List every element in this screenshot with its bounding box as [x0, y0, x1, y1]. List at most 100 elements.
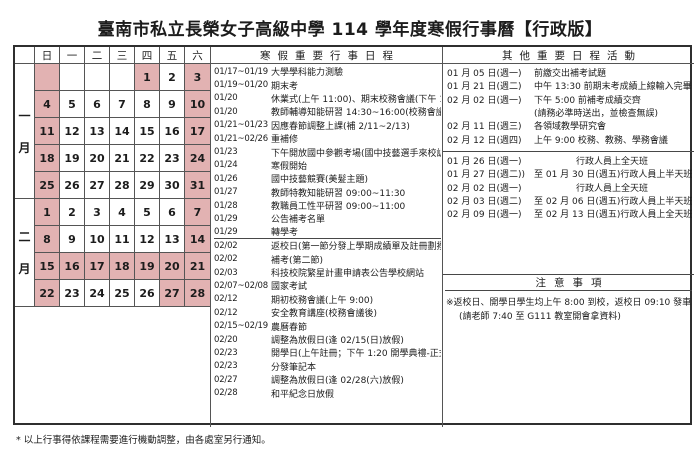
schedule-date: 02/20	[214, 334, 238, 345]
schedule-text: 調整為放假日(逢 02/15(日)放假)	[271, 336, 404, 346]
other-meetings-section: 01 月 05 日(週一) 前繳交出補考試題 01 月 21 日(週二) 中午 13:…	[447, 66, 692, 146]
weekday-header: 六	[185, 47, 210, 64]
schedule-text: 期末考	[271, 81, 299, 92]
schedule-row: 01/21~02/26 重補修	[214, 132, 441, 146]
day-cell: 2	[60, 199, 85, 226]
day-cell: 24	[185, 145, 210, 172]
schedule-text: 國家考試	[271, 282, 308, 293]
other-date: 02 月 11 日(週三)	[447, 122, 522, 133]
schedule-row: 01/28 教職員工性平研習 09:00~11:00	[214, 199, 441, 213]
day-cell: 12	[60, 118, 85, 145]
day-cell: 6	[85, 91, 110, 118]
day-cell	[85, 64, 110, 91]
other-meeting-row: 02 月 11 日(週三) 各領域教學研究會	[447, 119, 692, 132]
day-cell: 25	[110, 280, 135, 307]
other-meeting-row: (請務必準時送出，並檢查無誤)	[447, 106, 692, 119]
day-cell: 1	[135, 64, 160, 91]
other-text: 上午 9:00 校務、教務、學務會議	[534, 135, 668, 146]
schedule-text: 因應春節調整上課(補 2/11~2/13)	[271, 121, 410, 132]
schedule-date: 01/21~01/23	[214, 120, 268, 131]
day-cell: 21	[110, 145, 135, 172]
schedule-text: 期初校務會議(上午 9:00)	[271, 295, 374, 306]
day-cell: 19	[135, 253, 160, 280]
admin-duty-row: 01 月 27 日(週二)) 至 01 月 30 日(週五)行政人員上半天班	[447, 167, 692, 180]
day-cell: 2	[160, 64, 185, 91]
month-label-char: 月	[18, 262, 31, 276]
schedule-row: 02/28 和平紀念日放假	[214, 386, 441, 400]
schedule-text: 調整為放假日(逢 02/28(六)放假)	[271, 376, 404, 387]
other-column-header: 其他重要日程活動	[443, 47, 694, 64]
schedule-date: 02/28	[214, 388, 238, 399]
schedule-text: 休業式(上午 11:00)、期末校務會議(下午 1:30)	[271, 94, 441, 105]
day-cell: 14	[185, 226, 210, 253]
admin-text: 行政人員上全天班	[575, 157, 648, 168]
schedule-date: 01/20	[214, 93, 238, 104]
weekday-header: 三	[110, 47, 135, 64]
schedule-date: 01/19~01/20	[214, 80, 268, 91]
schedule-date: 02/02	[214, 240, 238, 251]
footnote: * 以上行事得依課程需要進行機動調整，由各處室另行通知。	[16, 435, 271, 446]
schedule-row: 02/12 安全教育講座(校務會議後)	[214, 306, 441, 320]
schedule-text: 教職員工性平研習 09:00~11:00	[271, 202, 406, 213]
day-cell: 3	[85, 199, 110, 226]
admin-duty-row: 02 月 02 日(週一) 行政人員上全天班	[447, 181, 692, 194]
other-meeting-row: 01 月 21 日(週二) 中午 13:30 前期末考成績上線輸入完畢	[447, 79, 692, 92]
schedule-row: 01/29 轉學考	[214, 226, 441, 240]
day-cell: 12	[135, 226, 160, 253]
day-cell	[60, 64, 85, 91]
schedule-text: 農曆春節	[271, 322, 308, 333]
other-meeting-row: 02 月 12 日(週四) 上午 9:00 校務、教務、學務會議	[447, 132, 692, 146]
day-cell: 4	[110, 199, 135, 226]
day-cell: 10	[185, 91, 210, 118]
schedule-row: 01/26 國中技藝競賽(美髮主題)	[214, 172, 441, 186]
day-cell: 23	[60, 280, 85, 307]
day-cell: 9	[60, 226, 85, 253]
schedule-date: 01/21~02/26	[214, 133, 268, 144]
day-cell: 16	[160, 118, 185, 145]
schedule-row: 02/02 返校日(第一節分發上學期成績單及註冊劃撥單)	[214, 239, 441, 253]
day-cell: 29	[135, 172, 160, 199]
schedule-text: 國中技藝競賽(美髮主題)	[271, 175, 369, 186]
day-cell: 4	[35, 91, 60, 118]
schedule-column: 寒假重要行事日程 01/17~01/19 大學學科能力測驗 01/19~01/20 期…	[210, 47, 442, 427]
other-date: 02 月 02 日(週一)	[447, 95, 522, 106]
day-cell	[110, 64, 135, 91]
day-cell: 17	[185, 118, 210, 145]
weekday-row: 日一二三四五六	[35, 47, 210, 64]
schedule-date: 02/23	[214, 347, 238, 358]
schedule-row: 02/03 科技校院繁星計畫申請表公告學校網站	[214, 266, 441, 280]
calendar-board: 日一二三四五六 一月 1 2 3 4 5 6 7 8 9 10 11 12 13 14 15 16 17 18 19…	[13, 45, 694, 427]
schedule-row: 02/15~02/19 農曆春節	[214, 319, 441, 333]
schedule-text: 教師特教知能研習 09:00~11:30	[271, 188, 406, 199]
schedule-text: 公告補考名單	[271, 215, 326, 226]
admin-date: 02 月 03 日(週二)	[447, 197, 522, 208]
other-text: 下午 5:00 前補考成績交齊	[534, 95, 641, 106]
day-cell	[35, 64, 60, 91]
day-cell: 19	[60, 145, 85, 172]
day-cell: 11	[110, 226, 135, 253]
admin-text: 至 02 月 06 日(週五)行政人員上半天班	[534, 197, 692, 208]
day-cell: 15	[135, 118, 160, 145]
day-cell: 25	[35, 172, 60, 199]
schedule-text: 返校日(第一節分發上學期成績單及註冊劃撥單)	[271, 242, 441, 253]
notice-line: (請老師 7:40 至 G111 教室開會拿資料)	[459, 311, 621, 322]
schedule-rows: 01/17~01/19 大學學科能力測驗 01/19~01/20 期末考 01/20 休業…	[214, 65, 441, 400]
schedule-date: 02/12	[214, 307, 238, 318]
schedule-row: 01/23 下午開放國中參觀考場(國中技藝選手來校訓練)	[214, 145, 441, 159]
day-cell: 22	[35, 280, 60, 307]
notice-section: 注意事項 ※返校日、開學日學生均上午 8:00 到校，返校日 09:10 發車。…	[443, 275, 694, 322]
schedule-date: 01/24	[214, 160, 238, 171]
day-cell: 13	[85, 118, 110, 145]
schedule-date: 01/27	[214, 187, 238, 198]
admin-text: 至 02 月 13 日(週五)行政人員上全天班	[534, 210, 692, 221]
day-cell: 17	[85, 253, 110, 280]
weekday-header: 一	[60, 47, 85, 64]
schedule-row: 01/20 休業式(上午 11:00)、期末校務會議(下午 1:30)	[214, 92, 441, 105]
month-grid-february: 1 2 3 4 5 6 7 8 9 10 11 12 13 14 15 16 17 18 19 20 21 22 23 24 2…	[35, 199, 210, 307]
day-cell: 8	[135, 91, 160, 118]
schedule-date: 01/20	[214, 106, 238, 117]
schedule-date: 02/03	[214, 267, 238, 278]
schedule-text: 教師輔導知能研習 14:30~16:00(校務會議後)	[271, 108, 441, 119]
day-cell: 14	[110, 118, 135, 145]
day-cell: 30	[160, 172, 185, 199]
